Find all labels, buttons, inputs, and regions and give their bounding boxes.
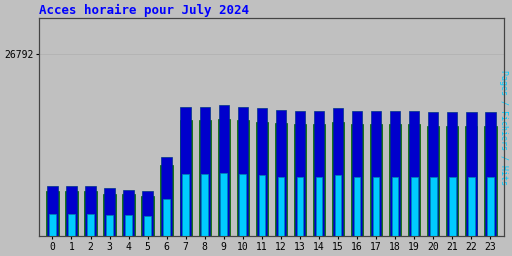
Bar <box>237 120 249 236</box>
Bar <box>371 111 381 236</box>
Bar <box>354 177 360 236</box>
Bar <box>485 112 496 236</box>
Bar <box>316 177 323 236</box>
Bar <box>370 124 382 236</box>
Bar <box>314 111 324 236</box>
Bar <box>160 165 173 236</box>
Bar <box>84 191 97 236</box>
Bar <box>144 216 151 236</box>
Bar <box>87 214 94 236</box>
Bar <box>255 122 268 236</box>
Bar <box>65 191 78 236</box>
Bar <box>104 188 115 236</box>
Bar <box>180 120 192 236</box>
Bar <box>295 111 305 236</box>
Bar <box>484 125 497 236</box>
Bar <box>373 177 379 236</box>
Y-axis label: Pages / Fichiers / Hits: Pages / Fichiers / Hits <box>499 70 508 185</box>
Bar <box>449 177 456 236</box>
Bar <box>332 122 344 236</box>
Bar <box>409 111 419 236</box>
Bar <box>351 124 363 236</box>
Bar <box>390 111 400 236</box>
Bar <box>201 174 208 236</box>
Bar <box>468 177 475 236</box>
Bar <box>408 124 420 236</box>
Bar <box>427 125 439 236</box>
Bar <box>275 110 286 236</box>
Bar <box>446 125 458 236</box>
Bar <box>106 215 113 236</box>
Bar <box>257 109 267 236</box>
Bar <box>430 177 437 236</box>
Bar <box>218 119 230 236</box>
Bar <box>161 156 172 236</box>
Bar <box>46 191 58 236</box>
Bar <box>163 199 170 236</box>
Bar <box>296 177 303 236</box>
Bar <box>313 124 325 236</box>
Bar <box>335 175 342 236</box>
Bar <box>487 177 494 236</box>
Bar <box>68 214 75 236</box>
Bar <box>180 107 191 236</box>
Bar <box>221 173 227 236</box>
Bar <box>122 195 135 236</box>
Bar <box>278 177 284 236</box>
Bar <box>49 214 56 236</box>
Bar <box>389 124 401 236</box>
Bar <box>411 177 417 236</box>
Bar <box>103 194 116 236</box>
Bar <box>238 107 248 236</box>
Bar <box>66 186 77 236</box>
Bar <box>219 105 229 236</box>
Bar <box>466 112 477 236</box>
Bar <box>465 125 478 236</box>
Bar <box>392 177 398 236</box>
Bar <box>200 107 210 236</box>
Bar <box>294 124 306 236</box>
Bar <box>240 174 246 236</box>
Bar <box>86 186 96 236</box>
Bar <box>125 215 132 236</box>
Bar <box>123 190 134 236</box>
Bar <box>47 186 58 236</box>
Bar <box>428 112 438 236</box>
Bar <box>333 109 343 236</box>
Bar <box>275 123 287 236</box>
Bar <box>141 196 154 236</box>
Bar <box>199 120 211 236</box>
Text: Acces horaire pour July 2024: Acces horaire pour July 2024 <box>39 4 249 17</box>
Bar <box>259 175 265 236</box>
Bar <box>142 191 153 236</box>
Bar <box>352 111 362 236</box>
Bar <box>447 112 458 236</box>
Bar <box>182 174 189 236</box>
